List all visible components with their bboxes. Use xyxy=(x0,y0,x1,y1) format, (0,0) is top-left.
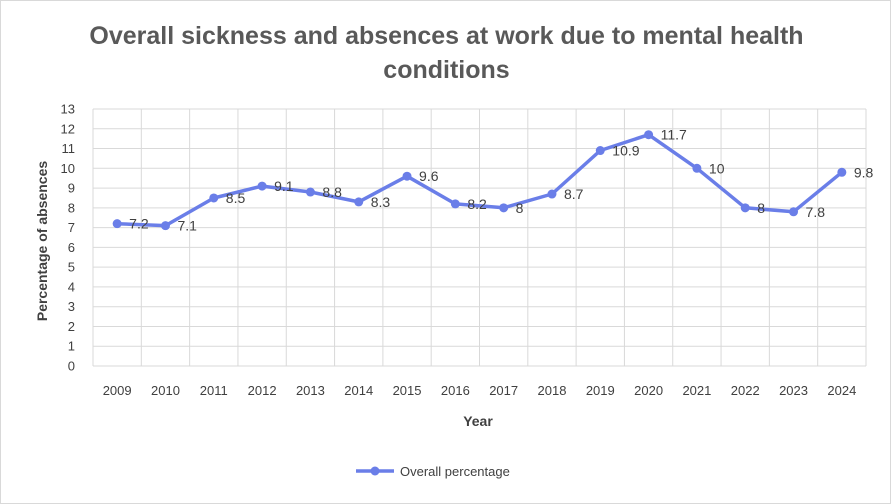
gridlines xyxy=(92,108,867,367)
x-tick-labels: 2009 2010 2011 2012 2013 2014 2015 2016 2017 2018… xyxy=(103,383,857,398)
y-tick-label: 2 xyxy=(68,319,75,334)
y-tick-label: 0 xyxy=(68,359,75,374)
data-point xyxy=(499,203,509,213)
x-tick-label: 2020 xyxy=(634,383,663,398)
data-label: 8.5 xyxy=(226,190,246,206)
data-point xyxy=(740,203,750,213)
data-label: 7.2 xyxy=(129,216,149,232)
series-line xyxy=(117,132,843,228)
data-label: 7.1 xyxy=(177,218,197,234)
data-point xyxy=(547,189,557,199)
data-label: 8.7 xyxy=(564,186,584,202)
y-tick-label: 1 xyxy=(68,339,75,354)
data-label: 9.1 xyxy=(274,178,294,194)
data-label: 8 xyxy=(516,200,524,216)
data-label: 9.8 xyxy=(854,164,874,180)
x-tick-label: 2022 xyxy=(731,383,760,398)
y-tick-label: 3 xyxy=(68,299,75,314)
data-label: 9.6 xyxy=(419,168,439,184)
x-tick-label: 2023 xyxy=(779,383,808,398)
y-tick-label: 6 xyxy=(68,240,75,255)
x-tick-label: 2016 xyxy=(441,383,470,398)
data-point xyxy=(354,197,364,207)
x-tick-label: 2017 xyxy=(489,383,518,398)
data-point xyxy=(450,199,460,209)
data-point xyxy=(837,167,847,177)
data-point xyxy=(644,130,654,140)
data-point xyxy=(402,171,412,181)
data-point xyxy=(305,187,315,197)
x-tick-label: 2010 xyxy=(151,383,180,398)
x-tick-label: 2013 xyxy=(296,383,325,398)
data-point xyxy=(209,193,219,203)
y-tick-label: 4 xyxy=(68,279,75,294)
x-tick-label: 2015 xyxy=(393,383,422,398)
x-tick-label: 2009 xyxy=(103,383,132,398)
chart-title: Overall sickness and absences at work du… xyxy=(89,22,804,84)
data-label: 11.7 xyxy=(661,127,687,143)
data-point xyxy=(112,219,122,229)
y-tick-label: 12 xyxy=(61,121,75,136)
x-tick-label: 2019 xyxy=(586,383,615,398)
data-point xyxy=(595,146,605,156)
legend-label: Overall percentage xyxy=(400,464,510,479)
x-axis-title: Year xyxy=(463,413,493,429)
data-label: 8.8 xyxy=(322,184,342,200)
y-tick-label: 5 xyxy=(68,260,75,275)
data-label: 7.8 xyxy=(806,204,826,220)
data-points xyxy=(112,130,847,231)
data-point xyxy=(692,163,702,173)
x-tick-label: 2011 xyxy=(200,383,228,398)
legend: Overall percentage xyxy=(356,464,510,479)
data-point xyxy=(160,221,170,231)
x-tick-label: 2014 xyxy=(344,383,373,398)
x-tick-label: 2024 xyxy=(827,383,856,398)
y-tick-label: 10 xyxy=(61,161,75,176)
y-tick-label: 8 xyxy=(68,200,75,215)
data-label: 8 xyxy=(757,200,765,216)
data-label: 8.2 xyxy=(467,196,487,212)
data-point xyxy=(789,207,799,217)
x-tick-label: 2012 xyxy=(248,383,277,398)
data-label: 10.9 xyxy=(612,143,639,159)
data-labels: 7.2 7.1 8.5 9.1 8.8 8.3 9.6 8.2 8 8.7 10.9 11.7 10 8 7… xyxy=(129,127,873,234)
x-tick-label: 2021 xyxy=(682,383,711,398)
y-axis-title: Percentage of absences xyxy=(34,161,50,322)
data-label: 8.3 xyxy=(371,194,391,210)
x-tick-label: 2018 xyxy=(538,383,567,398)
y-tick-label: 7 xyxy=(68,220,75,235)
legend-marker xyxy=(370,466,380,476)
y-tick-label: 13 xyxy=(61,102,75,117)
y-tick-label: 11 xyxy=(62,141,76,156)
y-tick-label: 9 xyxy=(68,181,75,196)
data-point xyxy=(257,181,267,191)
data-label: 10 xyxy=(709,160,725,176)
